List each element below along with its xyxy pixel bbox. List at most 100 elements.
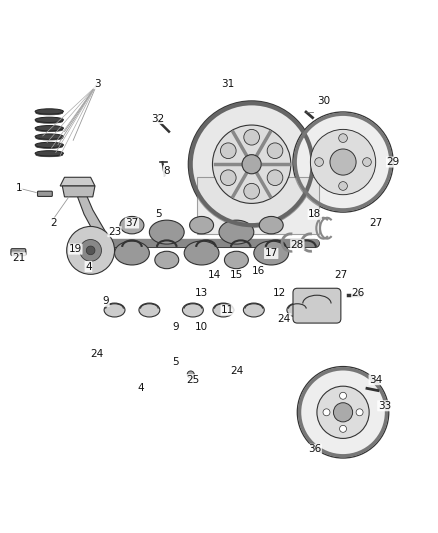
Text: 32: 32 bbox=[152, 114, 165, 124]
Ellipse shape bbox=[219, 220, 254, 244]
Text: 18: 18 bbox=[308, 209, 321, 219]
Text: 17: 17 bbox=[265, 248, 278, 259]
Circle shape bbox=[339, 182, 347, 190]
Ellipse shape bbox=[190, 216, 214, 234]
Ellipse shape bbox=[36, 128, 63, 132]
Polygon shape bbox=[62, 186, 95, 197]
Polygon shape bbox=[60, 177, 95, 186]
Circle shape bbox=[187, 371, 194, 378]
Text: 16: 16 bbox=[251, 266, 265, 276]
Ellipse shape bbox=[254, 241, 289, 265]
Ellipse shape bbox=[35, 142, 64, 148]
Circle shape bbox=[67, 227, 115, 274]
Text: 10: 10 bbox=[195, 322, 208, 333]
Text: 37: 37 bbox=[125, 218, 138, 228]
FancyBboxPatch shape bbox=[11, 249, 26, 256]
Circle shape bbox=[80, 239, 102, 261]
Text: 21: 21 bbox=[12, 253, 25, 263]
Text: 5: 5 bbox=[172, 357, 179, 367]
Text: 24: 24 bbox=[278, 314, 291, 324]
Ellipse shape bbox=[224, 251, 248, 269]
Text: 27: 27 bbox=[334, 270, 347, 280]
Text: 3: 3 bbox=[94, 79, 100, 88]
Text: 1: 1 bbox=[15, 183, 22, 193]
Circle shape bbox=[339, 392, 346, 399]
Ellipse shape bbox=[155, 251, 179, 269]
Polygon shape bbox=[78, 195, 113, 249]
Text: 30: 30 bbox=[317, 96, 330, 106]
Circle shape bbox=[339, 425, 346, 432]
Text: 13: 13 bbox=[195, 288, 208, 297]
Circle shape bbox=[212, 125, 291, 204]
Text: 34: 34 bbox=[369, 375, 382, 385]
Ellipse shape bbox=[183, 303, 203, 317]
Text: 12: 12 bbox=[273, 288, 286, 297]
Ellipse shape bbox=[36, 119, 63, 123]
Text: 33: 33 bbox=[378, 401, 391, 411]
FancyBboxPatch shape bbox=[197, 177, 319, 234]
Circle shape bbox=[267, 170, 283, 185]
Circle shape bbox=[220, 170, 236, 185]
Text: 24: 24 bbox=[230, 366, 243, 376]
Text: 23: 23 bbox=[108, 227, 121, 237]
Circle shape bbox=[356, 409, 363, 416]
Ellipse shape bbox=[36, 111, 63, 115]
Text: 15: 15 bbox=[230, 270, 243, 280]
Ellipse shape bbox=[213, 303, 234, 317]
Text: 29: 29 bbox=[386, 157, 400, 167]
Ellipse shape bbox=[36, 136, 63, 140]
Circle shape bbox=[330, 149, 356, 175]
Ellipse shape bbox=[35, 117, 64, 123]
Circle shape bbox=[311, 130, 376, 195]
Circle shape bbox=[242, 155, 261, 174]
Ellipse shape bbox=[36, 153, 63, 157]
FancyBboxPatch shape bbox=[38, 191, 52, 197]
Ellipse shape bbox=[35, 126, 64, 131]
FancyBboxPatch shape bbox=[293, 288, 341, 323]
Circle shape bbox=[333, 403, 353, 422]
Circle shape bbox=[244, 183, 259, 199]
Text: 28: 28 bbox=[291, 240, 304, 250]
Circle shape bbox=[86, 246, 95, 255]
Text: 25: 25 bbox=[186, 375, 200, 385]
Text: 36: 36 bbox=[308, 445, 321, 454]
Text: 11: 11 bbox=[221, 305, 234, 315]
Circle shape bbox=[267, 143, 283, 158]
Circle shape bbox=[220, 143, 236, 158]
Text: 31: 31 bbox=[221, 79, 234, 88]
Circle shape bbox=[339, 134, 347, 142]
Text: 27: 27 bbox=[369, 218, 382, 228]
Circle shape bbox=[363, 158, 371, 166]
Ellipse shape bbox=[36, 144, 63, 148]
Ellipse shape bbox=[139, 303, 160, 317]
Text: 26: 26 bbox=[352, 288, 365, 297]
Text: 14: 14 bbox=[208, 270, 221, 280]
Ellipse shape bbox=[287, 303, 308, 317]
Ellipse shape bbox=[104, 303, 125, 317]
Circle shape bbox=[293, 112, 393, 212]
Circle shape bbox=[188, 101, 315, 228]
Text: 5: 5 bbox=[155, 209, 161, 219]
Ellipse shape bbox=[184, 241, 219, 265]
Ellipse shape bbox=[115, 241, 149, 265]
Ellipse shape bbox=[244, 303, 264, 317]
Text: 8: 8 bbox=[163, 166, 170, 176]
Ellipse shape bbox=[120, 216, 144, 234]
Ellipse shape bbox=[149, 220, 184, 244]
Ellipse shape bbox=[259, 216, 283, 234]
Circle shape bbox=[315, 158, 323, 166]
Text: 4: 4 bbox=[138, 383, 144, 393]
Text: 4: 4 bbox=[85, 262, 92, 271]
Circle shape bbox=[297, 367, 389, 458]
Text: 9: 9 bbox=[172, 322, 179, 333]
Ellipse shape bbox=[35, 109, 64, 114]
Text: 24: 24 bbox=[91, 349, 104, 359]
Ellipse shape bbox=[35, 151, 64, 156]
Circle shape bbox=[317, 386, 369, 439]
Circle shape bbox=[323, 409, 330, 416]
Text: 2: 2 bbox=[50, 218, 57, 228]
Ellipse shape bbox=[35, 134, 64, 139]
Text: 19: 19 bbox=[69, 244, 82, 254]
Circle shape bbox=[244, 130, 259, 145]
Text: 9: 9 bbox=[102, 296, 109, 306]
